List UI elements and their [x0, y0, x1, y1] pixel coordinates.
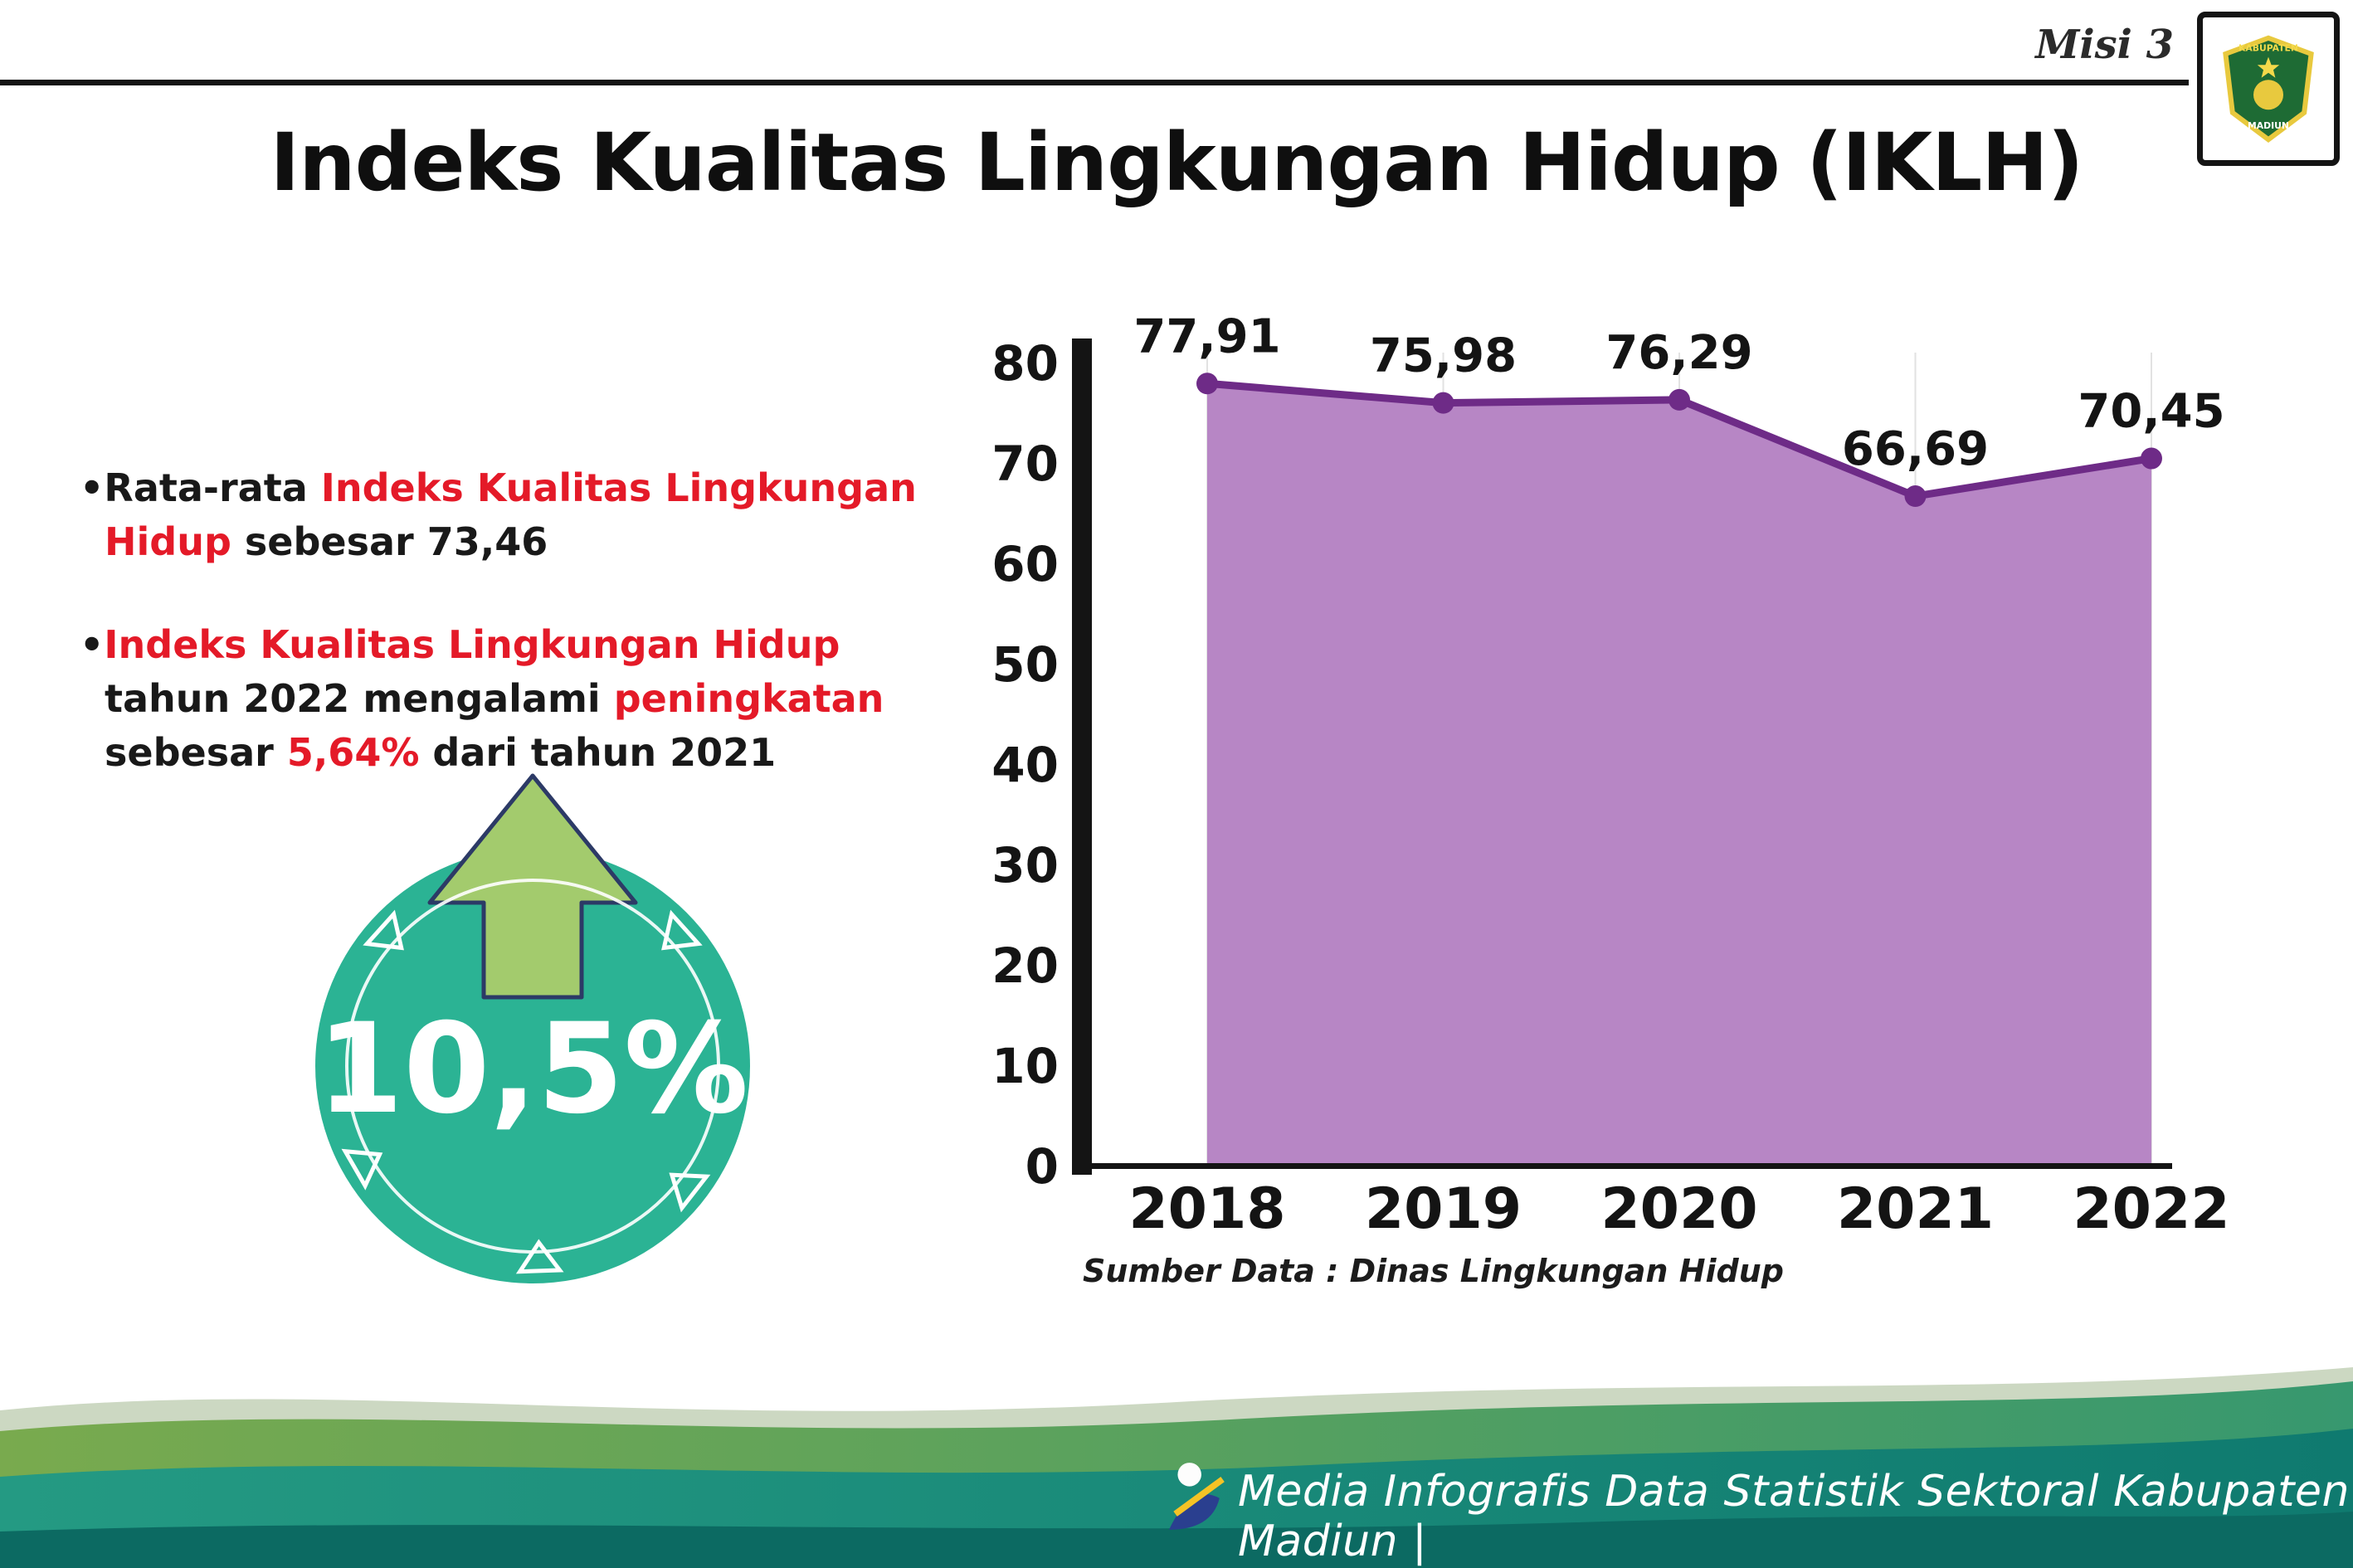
x-axis [1072, 1163, 2172, 1169]
source-note: Sumber Data : Dinas Lingkungan Hidup [1083, 1253, 1784, 1289]
note-text-highlight: peningkatan [613, 675, 884, 721]
data-label: 75,98 [1370, 329, 1517, 383]
badge-circle [315, 849, 750, 1283]
y-tick-label: 60 [991, 536, 1059, 592]
x-tick-label: 2018 [1128, 1176, 1285, 1242]
x-tick-label: 2019 [1365, 1176, 1522, 1242]
y-tick-label: 20 [991, 937, 1059, 994]
chart-point [1196, 373, 1218, 395]
data-label: 70,45 [2078, 385, 2224, 439]
chart-point [1432, 392, 1454, 414]
up-arrow-icon [427, 773, 638, 1000]
iklh-area-chart: 0 10 20 30 40 50 60 70 80 77,91 2018 75,98 2019 76,29… [991, 315, 2229, 1242]
y-tick-label: 70 [991, 436, 1059, 492]
x-tick-label: 2022 [2073, 1176, 2229, 1242]
logo-top-text: KABUPATEN [2239, 42, 2298, 53]
footer-credit: Media Infografis Data Statistik Sektoral… [1238, 1467, 2350, 1566]
x-tick-label: 2021 [1837, 1176, 1994, 1242]
footer-mascot-icon [1169, 1463, 1225, 1530]
note-text-highlight: Indeks Kualitas Lingkungan Hidup [104, 621, 840, 667]
note-text: Rata-rata [104, 465, 321, 510]
y-tick-label: 50 [991, 636, 1059, 693]
chart-point [2141, 447, 2162, 470]
badge-value: 10,5% [317, 997, 748, 1142]
chart-point [1669, 388, 1690, 411]
header-rule [0, 80, 2189, 85]
misi-label: Misi 3 [2035, 22, 2174, 68]
x-tick-label: 2020 [1600, 1176, 1757, 1242]
data-label: 66,69 [1842, 422, 1989, 476]
bullet-dot: • [80, 465, 105, 510]
footer-wave-decoration [0, 1367, 2353, 1568]
y-tick-label: 40 [991, 737, 1059, 793]
y-tick-label: 30 [991, 837, 1059, 894]
y-axis [1072, 338, 1092, 1175]
data-label: 76,29 [1605, 326, 1752, 380]
badge-tick-triangles [341, 909, 711, 1274]
logo-bottom-text: MADIUN [2248, 120, 2289, 131]
list-item: •Rata-rata Indeks Kualitas Lingkungan Hi… [80, 461, 976, 570]
logo-star-icon [2257, 56, 2280, 78]
list-item: •Indeks Kualitas Lingkungan Hidup tahun … [80, 618, 976, 781]
note-text-highlight: 5,64% [286, 730, 420, 776]
notes-list: •Rata-rata Indeks Kualitas Lingkungan Hi… [80, 461, 976, 829]
note-text: sebesar [105, 730, 287, 776]
note-text: tahun 2022 mengalami [105, 675, 614, 721]
logo-shield-icon: KABUPATEN MADIUN [2223, 35, 2314, 143]
y-tick-label: 80 [991, 335, 1059, 392]
bullet-dot: • [80, 621, 105, 667]
kabupaten-madiun-logo: KABUPATEN MADIUN [2197, 12, 2340, 166]
note-text-highlight: Indeks Kualitas Lingkungan Hidup [105, 465, 917, 565]
increase-badge: 10,5% [315, 773, 750, 1283]
y-tick-label: 10 [991, 1038, 1059, 1094]
note-text: sebesar 73,46 [231, 519, 548, 565]
y-tick-label: 0 [1025, 1138, 1059, 1195]
note-text: dari tahun 2021 [419, 730, 777, 776]
chart-point [1904, 485, 1927, 508]
page-title: Indeks Kualitas Lingkungan Hidup (IKLH) [270, 116, 2084, 209]
data-label: 77,91 [1133, 315, 1280, 363]
chart-area [1207, 383, 2151, 1166]
